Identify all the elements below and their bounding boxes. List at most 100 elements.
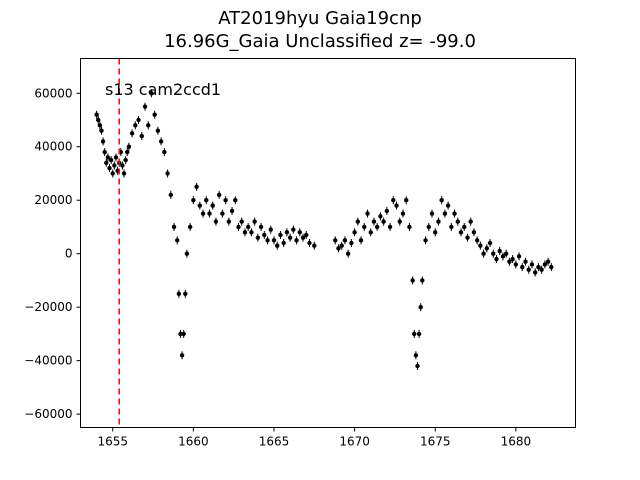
data-point — [407, 224, 412, 230]
data-point — [287, 235, 293, 240]
data-point — [258, 224, 264, 230]
data-point — [165, 171, 170, 176]
data-point — [152, 112, 157, 117]
data-point — [125, 149, 130, 155]
data-point — [418, 304, 423, 310]
y-tick-label: 40000 — [34, 140, 72, 154]
data-point — [468, 219, 473, 224]
data-point — [179, 353, 185, 358]
data-point — [271, 238, 277, 243]
data-point — [216, 192, 222, 198]
data-point — [426, 224, 431, 230]
data-point — [236, 224, 241, 230]
data-point — [484, 246, 490, 251]
data-point — [500, 254, 506, 259]
data-point — [226, 219, 232, 224]
x-tick-label: 1680 — [501, 435, 532, 449]
data-point — [213, 219, 219, 224]
data-point — [452, 211, 457, 216]
data-point — [275, 243, 280, 248]
data-point — [394, 203, 399, 208]
axis-ticks: 1655 1660 1665 1670 1675 1680 −60000 −40000 −200… — [24, 86, 531, 448]
data-point — [284, 230, 290, 235]
data-point — [110, 171, 115, 176]
data-point — [542, 262, 548, 267]
data-point — [429, 211, 435, 216]
data-point — [549, 264, 554, 270]
data-point — [358, 238, 364, 243]
data-point — [200, 211, 206, 216]
data-point — [171, 224, 177, 230]
data-point — [532, 270, 538, 275]
data-point — [349, 240, 354, 246]
data-point — [487, 240, 493, 246]
data-point — [526, 267, 531, 272]
data-point — [415, 363, 420, 369]
data-point — [491, 251, 496, 256]
data-point — [545, 259, 551, 264]
data-point — [536, 264, 541, 270]
data-point — [412, 331, 417, 337]
data-point — [510, 256, 515, 262]
data-point — [113, 155, 119, 160]
data-point — [281, 240, 286, 246]
data-point — [120, 163, 125, 168]
data-point — [439, 198, 444, 203]
ccd-annotation: s13 cam2ccd1 — [105, 80, 221, 99]
data-point — [268, 227, 273, 232]
data-point — [121, 171, 127, 176]
chart-title-line1: AT2019hyu Gaia19cnp — [218, 8, 422, 29]
data-point — [97, 123, 103, 128]
data-point — [136, 117, 141, 123]
data-point — [168, 192, 173, 198]
data-point — [307, 240, 312, 246]
data-point — [378, 214, 383, 219]
data-point — [239, 219, 244, 224]
data-marks — [94, 58, 554, 428]
data-point — [387, 224, 393, 230]
data-point — [291, 227, 296, 232]
data-point — [184, 251, 190, 256]
chart-title-line2: 16.96G_Gaia Unclassified z= -99.0 — [164, 31, 476, 52]
data-point — [207, 211, 212, 216]
x-tick-label: 1665 — [259, 435, 290, 449]
data-point — [474, 238, 480, 243]
data-point — [397, 219, 402, 224]
data-point — [175, 238, 180, 243]
x-tick-label: 1655 — [97, 435, 128, 449]
y-tick-label: 60000 — [34, 86, 72, 100]
data-point — [339, 243, 344, 248]
data-point — [413, 353, 419, 358]
data-point — [345, 251, 351, 256]
data-point — [139, 133, 144, 139]
data-point — [99, 128, 104, 133]
data-point — [312, 243, 317, 248]
data-point — [497, 248, 502, 254]
data-point — [294, 238, 299, 243]
data-point — [455, 219, 460, 224]
data-point — [494, 256, 499, 262]
data-point — [204, 198, 209, 203]
y-tick-label: 0 — [65, 247, 73, 261]
data-point — [362, 224, 367, 230]
x-tick-label: 1660 — [178, 435, 209, 449]
data-point — [465, 235, 470, 240]
data-point — [342, 238, 348, 243]
data-point — [436, 219, 441, 224]
data-point — [423, 238, 428, 243]
data-point — [162, 149, 167, 155]
data-point — [529, 262, 535, 267]
data-point — [249, 230, 254, 235]
data-point — [155, 128, 161, 133]
data-point — [523, 259, 528, 264]
data-point — [142, 104, 148, 109]
data-point — [391, 198, 396, 203]
data-point — [102, 149, 107, 155]
data-point — [336, 246, 341, 251]
data-point — [442, 211, 448, 216]
y-tick-label: −60000 — [24, 407, 72, 421]
data-point — [210, 203, 215, 208]
data-point — [100, 139, 106, 144]
